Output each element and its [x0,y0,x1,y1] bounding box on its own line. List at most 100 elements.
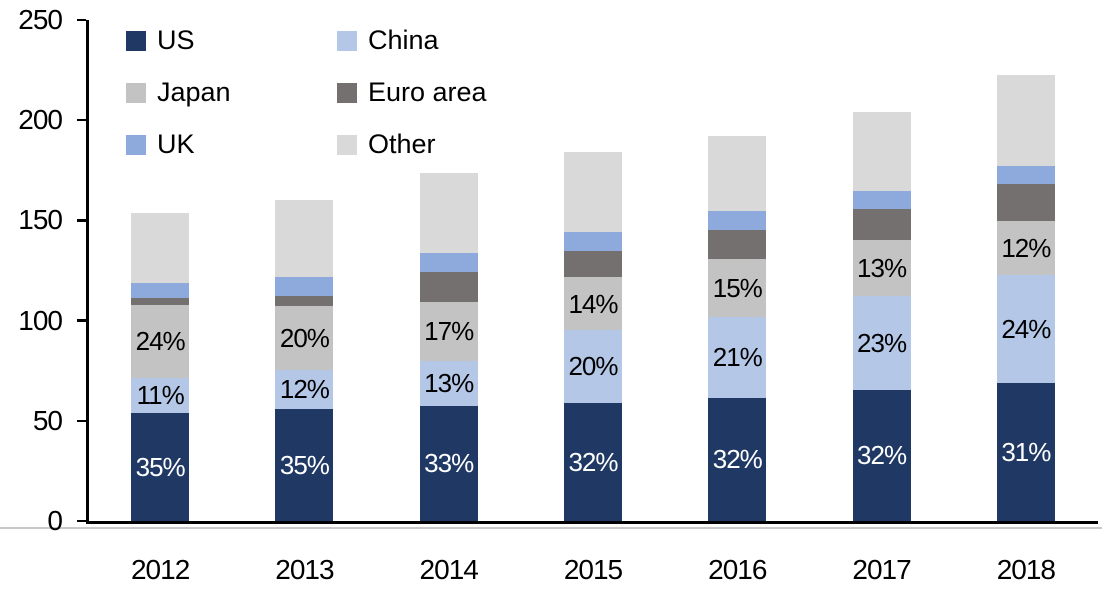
segment-us-2016: 32% [708,397,767,521]
segment-label-japan-2015: 14% [568,288,618,319]
x-tick-label-2012: 2012 [130,554,190,585]
segment-japan-2017: 13% [852,240,911,296]
segment-label-japan-2012: 24% [135,326,186,357]
x-axis-line [86,521,1098,524]
segment-label-us-2018: 31% [1001,436,1051,467]
segment-other-2012 [131,213,190,283]
segment-other-2014 [419,173,478,254]
segment-uk-2018 [996,166,1055,185]
segment-china-2014: 13% [419,360,478,406]
segment-uk-2014 [419,253,478,273]
y-tick-label-150: 150 [18,204,63,236]
segment-label-us-2014: 33% [424,448,474,479]
segment-other-2016 [708,136,767,212]
segment-euro-area-2014 [419,272,478,302]
segment-japan-2012: 24% [131,304,190,378]
segment-label-china-2015: 20% [568,351,618,382]
segment-uk-2013 [275,276,334,296]
y-tick-label-200: 200 [18,104,63,136]
y-tick-250 [77,18,86,22]
segment-uk-2015 [564,232,622,252]
y-tick-label-0: 0 [47,505,63,536]
bar-2015: 14% 20% 32% [564,152,622,521]
bar-2013: 20% 12% 35% [275,200,334,521]
segment-label-us-2012: 35% [135,451,186,482]
y-tick-0 [77,519,86,523]
segment-label-japan-2018: 12% [1001,233,1051,264]
y-tick-150 [77,219,86,222]
bar-2014: 17% 13% 33% [419,173,478,521]
legend-item-china: China [337,27,439,54]
segment-euro-area-2013 [275,295,334,306]
segment-label-us-2015: 32% [568,446,618,477]
segment-euro-area-2016 [708,230,767,260]
segment-us-2017: 32% [852,389,911,521]
baseline-shadow-line [0,527,1102,529]
segment-other-2017 [852,112,911,192]
legend-label-uk: UK [157,129,195,159]
y-tick-200 [77,118,86,122]
legend-swatch-other [337,134,357,155]
segment-china-2013: 12% [275,369,334,409]
segment-china-2012: 11% [131,377,190,413]
legend-swatch-uk [126,134,146,155]
segment-japan-2014: 17% [419,301,478,361]
segment-other-2018 [996,75,1055,167]
segment-label-us-2017: 32% [857,440,907,471]
x-tick-label-2018: 2018 [996,554,1056,585]
y-axis-line [86,20,89,524]
legend-item-other: Other [337,131,436,158]
segment-japan-2016: 15% [708,259,767,317]
segment-label-china-2013: 12% [279,374,330,405]
legend-swatch-euro-area [337,82,357,103]
segment-label-japan-2016: 15% [712,272,763,303]
segment-us-2013: 35% [275,408,334,521]
segment-other-2013 [275,200,334,277]
legend-label-china: China [368,25,439,55]
x-tick-label-2014: 2014 [419,554,479,585]
segment-euro-area-2018 [996,184,1055,222]
y-tick-label-50: 50 [32,404,63,436]
segment-us-2015: 32% [564,402,622,521]
segment-uk-2012 [131,282,190,298]
segment-euro-area-2012 [131,297,190,305]
legend-item-uk: UK [126,131,195,158]
segment-label-us-2013: 35% [279,449,330,480]
segment-japan-2018: 12% [996,221,1055,276]
segment-label-china-2017: 23% [857,327,907,358]
segment-label-japan-2013: 20% [279,322,330,353]
bar-2018: 12% 24% 31% [996,75,1055,521]
segment-china-2016: 21% [708,316,767,398]
segment-japan-2013: 20% [275,305,334,370]
segment-euro-area-2017 [852,209,911,241]
bar-2017: 13% 23% 32% [852,112,911,521]
segment-label-japan-2017: 13% [857,252,907,283]
x-tick-label-2017: 2017 [852,554,911,585]
segment-uk-2016 [708,211,767,231]
segment-label-japan-2014: 17% [424,316,474,347]
segment-label-china-2012: 11% [136,380,185,411]
x-tick-label-2016: 2016 [708,554,767,585]
legend-item-euro-area: Euro area [337,79,487,106]
segment-us-2012: 35% [131,412,190,521]
segment-japan-2015: 14% [564,277,622,330]
segment-label-china-2016: 21% [712,342,763,373]
y-tick-label-100: 100 [18,304,63,336]
legend-label-japan: Japan [157,77,231,107]
y-tick-50 [77,419,86,423]
y-tick-label-250: 250 [18,4,63,35]
legend-swatch-japan [126,82,146,103]
bar-2012: 24% 11% 35% [131,213,190,521]
segment-uk-2017 [852,191,911,210]
legend-item-us: US [126,27,195,54]
legend-swatch-china [337,30,357,51]
bar-2016: 15% 21% 32% [708,136,767,521]
segment-label-us-2016: 32% [712,444,763,475]
segment-china-2015: 20% [564,329,622,403]
y-tick-100 [77,319,86,322]
segment-euro-area-2015 [564,251,622,278]
legend-label-us: US [157,25,195,55]
legend-label-other: Other [368,129,436,159]
legend-item-japan: Japan [126,79,231,106]
